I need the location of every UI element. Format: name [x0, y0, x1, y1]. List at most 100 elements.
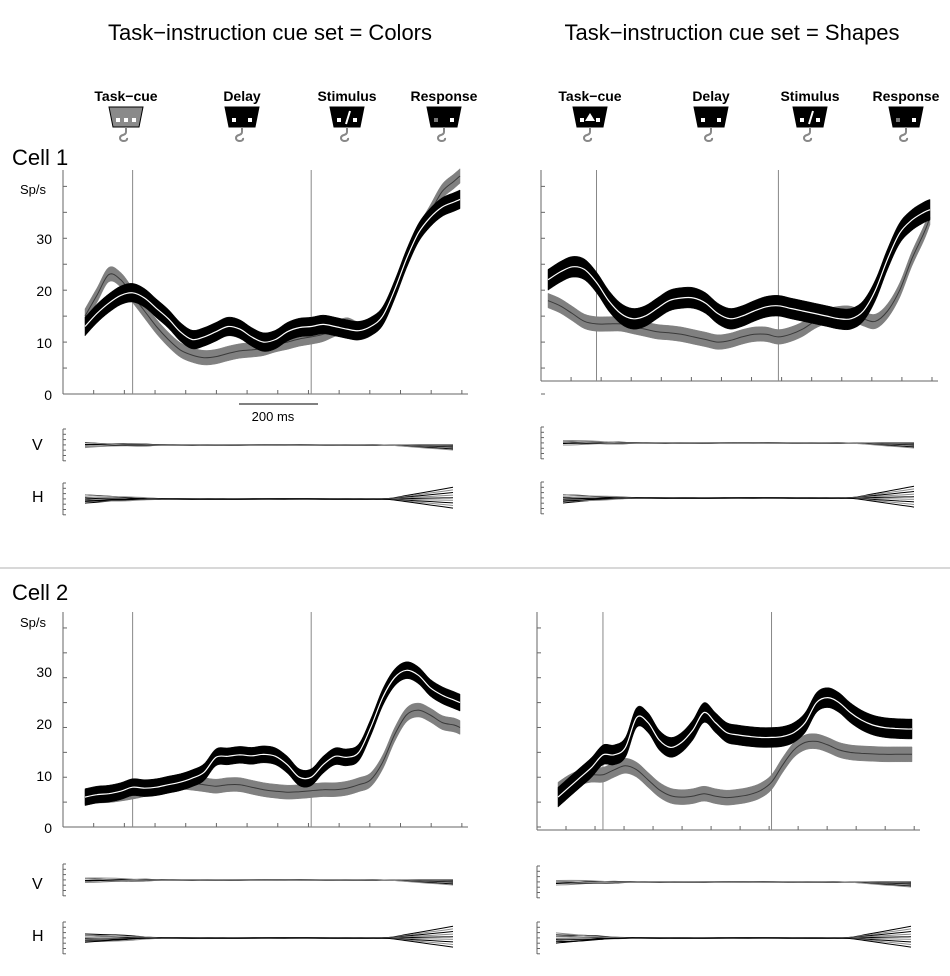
event-label-task-cue: Task−cue — [94, 88, 157, 104]
stimulus-screen-icon — [329, 106, 365, 142]
stimulus-screen-icon — [792, 106, 828, 142]
target-square — [232, 118, 236, 122]
mean-firing-rate-line — [557, 696, 913, 798]
monitor-shape — [224, 106, 260, 128]
mean-firing-rate-line — [557, 740, 913, 799]
y-tick-label: 0 — [44, 387, 52, 403]
y-tick-label: 30 — [36, 664, 52, 680]
y-tick-label: 10 — [36, 335, 52, 351]
event-label-task-cue: Task−cue — [558, 88, 621, 104]
lever-icon — [436, 127, 447, 142]
stimulus-bar — [808, 110, 814, 125]
y-axis-unit-label: Sp/s — [20, 615, 47, 630]
sem-band — [557, 687, 913, 808]
lever-icon — [234, 127, 245, 142]
eye-position-trace — [536, 865, 912, 899]
task-cue-screen-icon — [572, 106, 608, 142]
eye-vertical-label: V — [32, 876, 43, 893]
eye-position-trace — [536, 921, 912, 955]
mean-firing-rate-line — [547, 209, 931, 321]
psth-panel — [536, 612, 920, 831]
mean-firing-rate-line — [84, 669, 461, 798]
event-label-response: Response — [411, 88, 478, 104]
stimulus-bar — [345, 110, 351, 125]
target-square — [132, 118, 136, 122]
eye-trace-line — [84, 878, 454, 886]
chosen-target — [896, 118, 900, 122]
eye-position-trace — [62, 921, 454, 955]
target-square — [701, 118, 705, 122]
cell-label: Cell 1 — [12, 145, 68, 170]
target-square — [800, 118, 804, 122]
column-title-shapes: Task−instruction cue set = Shapes — [564, 20, 899, 45]
target-square — [717, 118, 721, 122]
task-cue-screen-icon — [108, 106, 144, 142]
eye-trace-line — [555, 937, 912, 948]
sem-band — [84, 168, 461, 366]
monitor-shape — [108, 106, 144, 128]
delay-screen-icon — [224, 106, 260, 142]
event-label-stimulus: Stimulus — [317, 88, 376, 104]
psth-panel — [540, 170, 938, 395]
target-square — [337, 118, 341, 122]
lever-icon — [703, 127, 714, 142]
target-square — [450, 118, 454, 122]
cell-label: Cell 2 — [12, 580, 68, 605]
y-tick-label: 20 — [36, 283, 52, 299]
y-tick-label: 30 — [36, 231, 52, 247]
lever-icon — [118, 127, 129, 142]
target-square — [912, 118, 916, 122]
eye-trace-line — [84, 937, 454, 948]
delay-screen-icon — [693, 106, 729, 142]
eye-trace-line — [84, 442, 454, 451]
response-screen-icon — [888, 106, 924, 142]
cue-triangle — [585, 113, 595, 121]
y-tick-label: 20 — [36, 716, 52, 732]
sem-band — [547, 199, 931, 331]
mean-firing-rate-line — [547, 217, 931, 343]
chosen-target — [434, 118, 438, 122]
cue-square — [124, 118, 128, 122]
lever-icon — [898, 127, 909, 142]
event-label-delay: Delay — [692, 88, 730, 104]
eye-position-trace — [540, 426, 915, 460]
mean-firing-rate-line — [84, 198, 461, 343]
target-square — [248, 118, 252, 122]
eye-position-trace — [62, 482, 454, 516]
lever-icon — [339, 127, 350, 142]
monitor-shape — [888, 106, 924, 128]
sem-band — [547, 210, 931, 350]
scale-bar-label: 200 ms — [252, 409, 295, 424]
target-square — [353, 118, 357, 122]
eye-horizontal-label: H — [32, 928, 44, 945]
lever-icon — [802, 127, 813, 142]
target-square — [816, 118, 820, 122]
eye-horizontal-label: H — [32, 489, 44, 506]
eye-position-trace — [540, 481, 915, 515]
eye-position-trace — [62, 863, 454, 897]
eye-trace-line — [84, 498, 454, 509]
target-square — [596, 118, 600, 122]
eye-trace-line — [555, 880, 912, 888]
psth-panel — [62, 168, 468, 395]
response-screen-icon — [426, 106, 462, 142]
psth-panel — [62, 612, 468, 828]
monitor-shape — [426, 106, 462, 128]
column-title-colors: Task−instruction cue set = Colors — [108, 20, 432, 45]
eye-trace-line — [562, 497, 915, 508]
y-tick-label: 10 — [36, 768, 52, 784]
lever-icon — [582, 127, 593, 142]
target-square — [116, 118, 120, 122]
target-square — [580, 118, 584, 122]
eye-vertical-label: V — [32, 437, 43, 454]
sem-band — [84, 189, 461, 352]
eye-trace-line — [562, 440, 915, 449]
sem-band — [557, 733, 913, 806]
monitor-shape — [693, 106, 729, 128]
eye-position-trace — [62, 428, 454, 462]
y-axis-unit-label: Sp/s — [20, 182, 47, 197]
y-tick-label: 0 — [44, 820, 52, 836]
event-label-stimulus: Stimulus — [780, 88, 839, 104]
event-label-response: Response — [873, 88, 940, 104]
